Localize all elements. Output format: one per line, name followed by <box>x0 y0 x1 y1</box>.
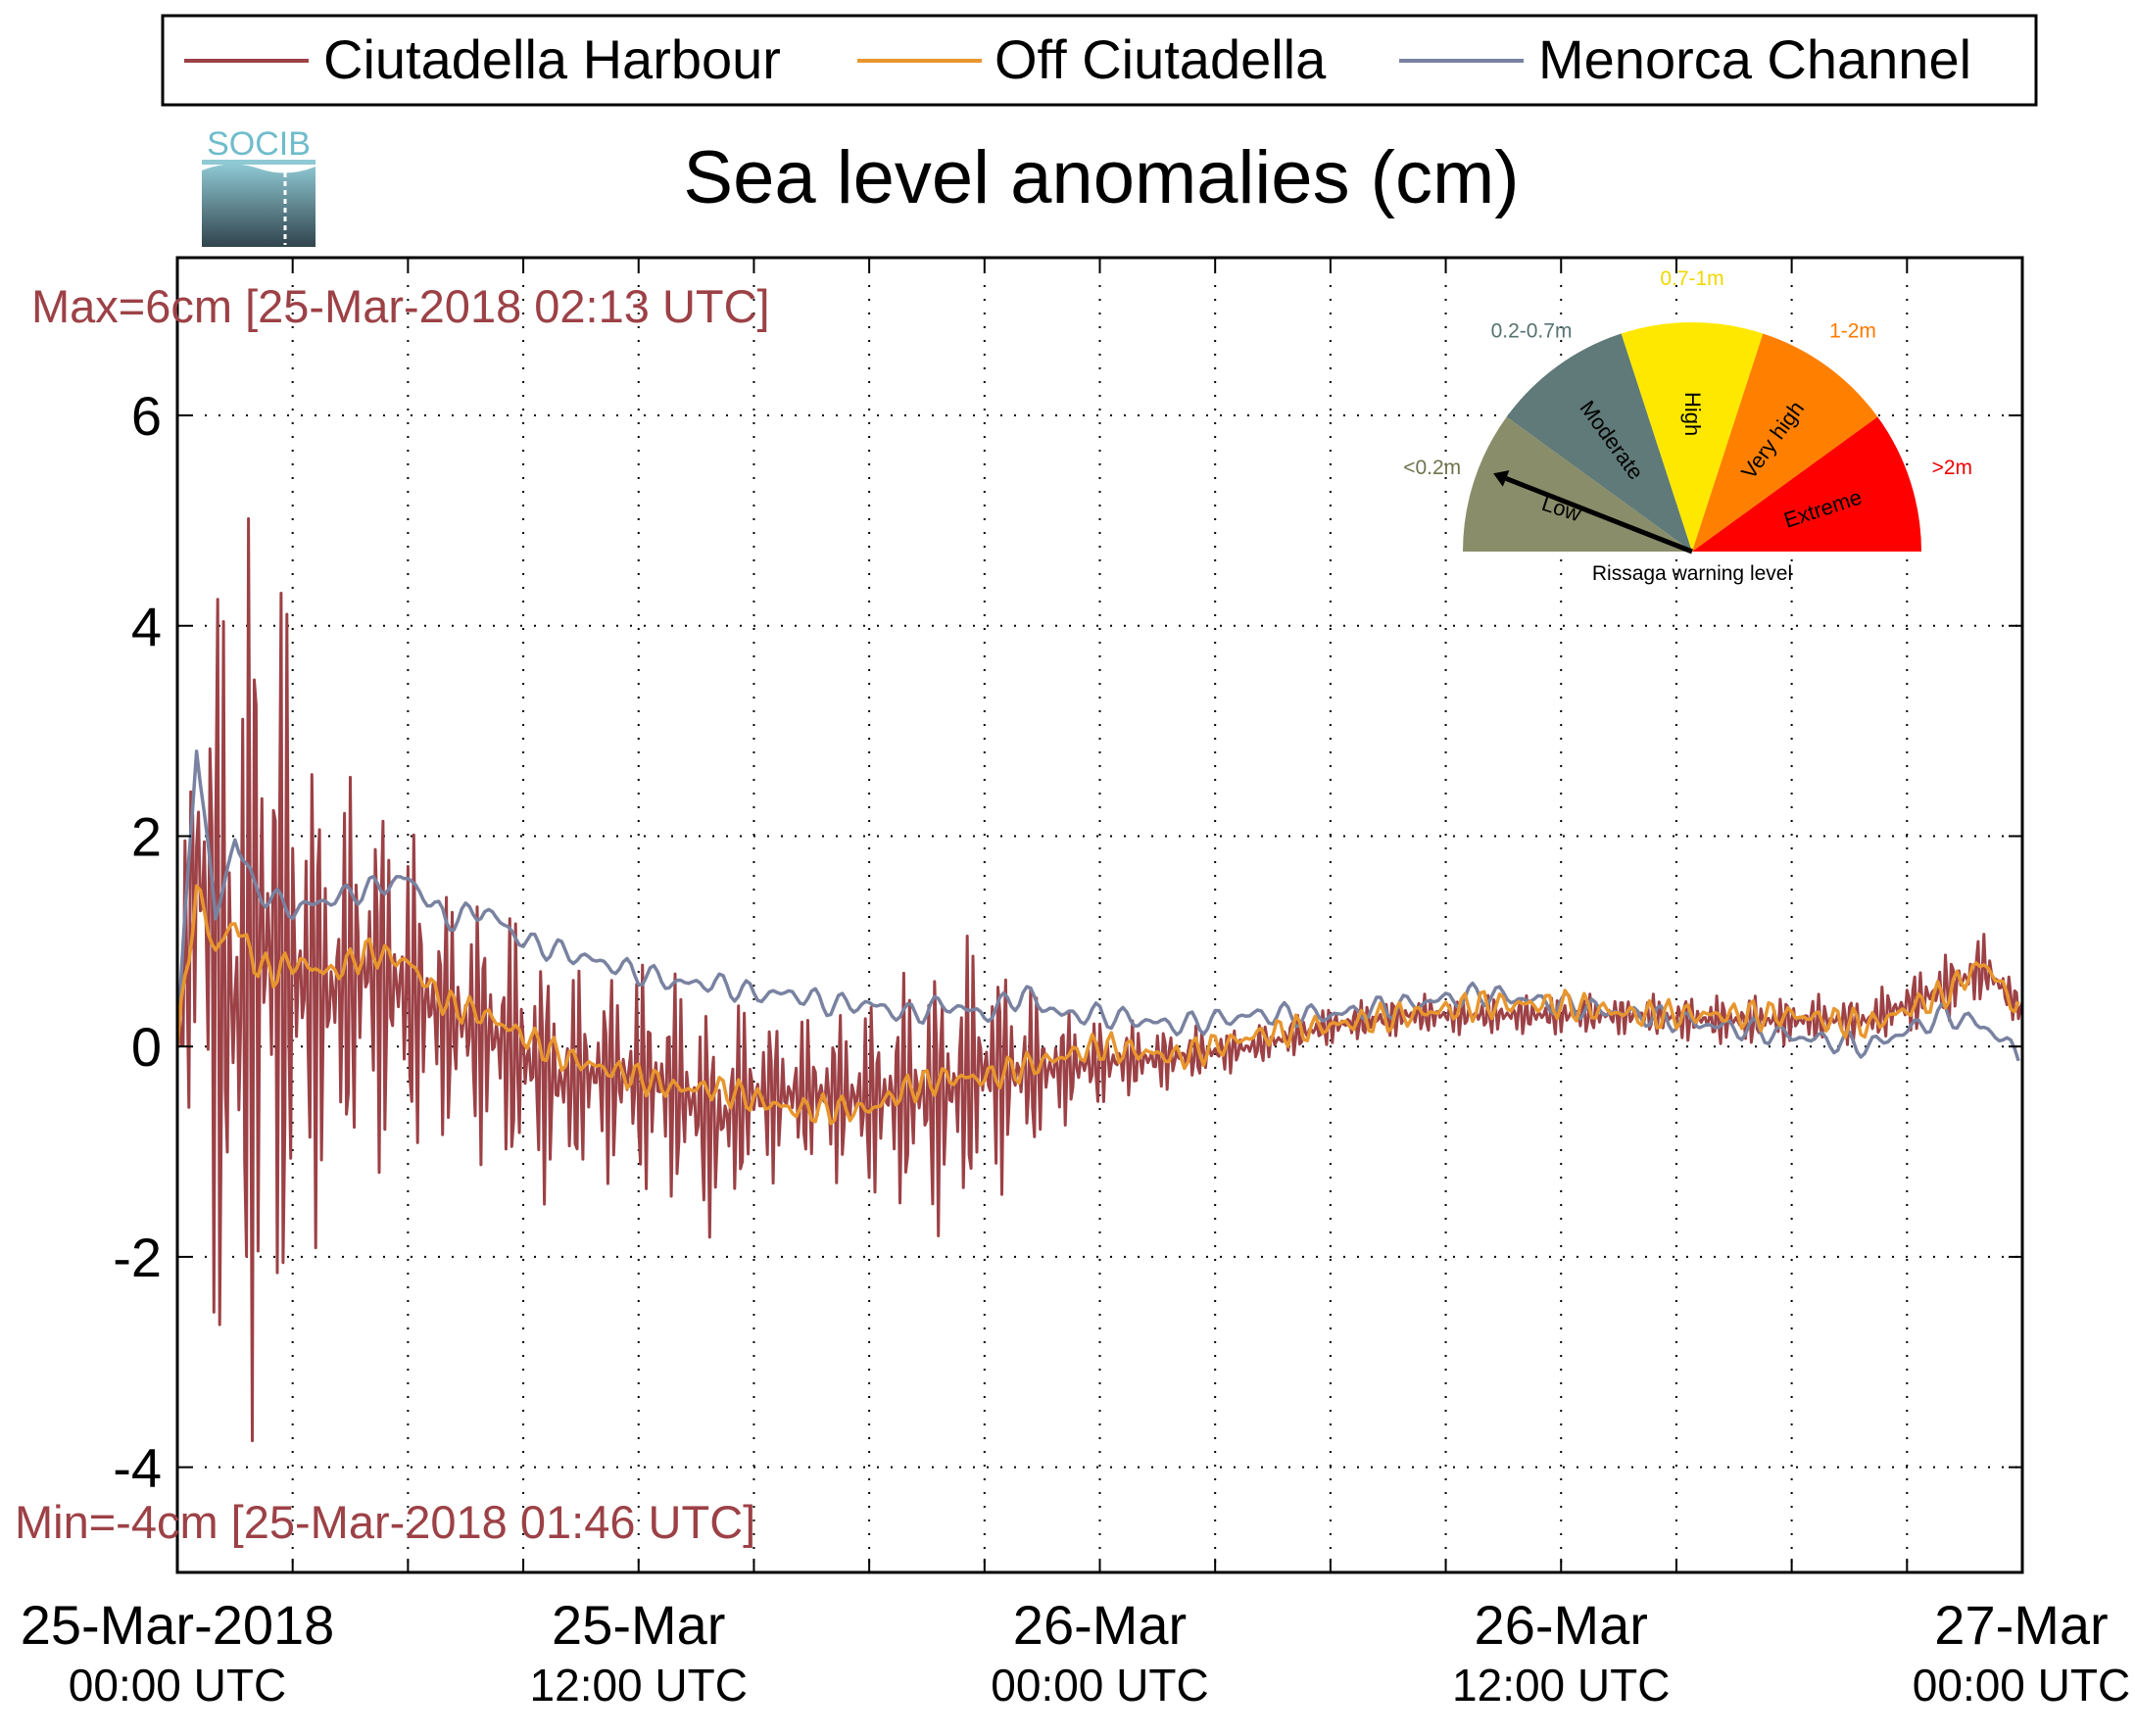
gauge-needle <box>1493 470 1693 555</box>
y-tick-label: -2 <box>113 1227 162 1288</box>
y-tick-label: 6 <box>131 385 162 447</box>
x-tick-label-time: 12:00 UTC <box>530 1660 748 1711</box>
legend-label: Off Ciutadella <box>995 28 1327 90</box>
legend-entry: Off Ciutadella <box>857 28 1327 90</box>
logo-text: SOCIB <box>207 125 311 163</box>
max-annotation: Max=6cm [25-Mar-2018 02:13 UTC] <box>31 280 770 332</box>
gauge-range-labels: <0.2m 0.2-0.7m 0.7-1m 1-2m >2m <box>1403 267 1972 479</box>
legend-box <box>161 14 2038 107</box>
x-tick-label-time: 00:00 UTC <box>991 1660 1208 1711</box>
x-tick-label-date: 25-Mar <box>552 1594 725 1656</box>
gauge-range-label: 0.2-0.7m <box>1491 319 1573 342</box>
gauge-range-label: <0.2m <box>1403 457 1461 479</box>
gauge-range-label: 1-2m <box>1829 319 1876 342</box>
min-annotation: Min=-4cm [25-Mar-2018 01:46 UTC] <box>15 1496 755 1548</box>
y-tick-labels: -4 -2 0 2 4 6 <box>113 385 162 1499</box>
logo-bar-top <box>202 160 315 165</box>
legend: Ciutadella Harbour Off Ciutadella Menorc… <box>161 14 2038 107</box>
logo-wave <box>202 164 315 247</box>
gauge-title: Rissaga warning level <box>1592 562 1792 585</box>
x-tick-label-time: 12:00 UTC <box>1452 1660 1670 1711</box>
y-tick-label: 0 <box>131 1016 162 1078</box>
gauge-needle-line <box>1505 476 1693 555</box>
x-tick-label-date: 25-Mar-2018 <box>21 1594 335 1656</box>
chart-title: Sea level anomalies (cm) <box>683 136 1519 219</box>
y-tick-label: 2 <box>131 805 162 867</box>
series-line-menorca-channel <box>177 749 2020 1062</box>
x-tick-label-time: 00:00 UTC <box>69 1660 286 1711</box>
gauge-segment-moderate <box>1506 333 1692 552</box>
gauge-needle-arrowhead <box>1493 470 1510 487</box>
gauge-range-label: >2m <box>1932 457 1972 479</box>
gauge-range-label: 0.7-1m <box>1660 267 1723 290</box>
gauge-segment-extreme <box>1692 416 1921 552</box>
series-line-off-ciutadella <box>177 884 2020 1126</box>
x-tick-label-time: 00:00 UTC <box>1913 1660 2130 1711</box>
ticks <box>176 258 2023 1572</box>
gauge-level-label: High <box>1680 392 1705 436</box>
y-tick-label: 4 <box>131 596 162 657</box>
gauge-segment-very-high <box>1692 333 1878 552</box>
legend-entry: Menorca Channel <box>1399 28 1971 90</box>
gauge-segments <box>1463 322 1921 552</box>
series-layer <box>177 516 2022 1443</box>
gauge-segment-high <box>1621 322 1764 552</box>
x-tick-label-date: 26-Mar <box>1475 1594 1648 1656</box>
x-tick-label-date: 26-Mar <box>1013 1594 1187 1656</box>
series-line-ciutadella-harbour <box>177 516 2022 1443</box>
y-tick-label: -4 <box>113 1437 162 1499</box>
legend-label: Ciutadella Harbour <box>323 28 781 90</box>
legend-entry: Ciutadella Harbour <box>184 28 781 90</box>
gauge-segment-low <box>1463 416 1692 552</box>
x-tick-label-date: 27-Mar <box>1934 1594 2108 1656</box>
socib-logo: SOCIB <box>202 125 315 247</box>
legend-label: Menorca Channel <box>1538 28 1971 90</box>
